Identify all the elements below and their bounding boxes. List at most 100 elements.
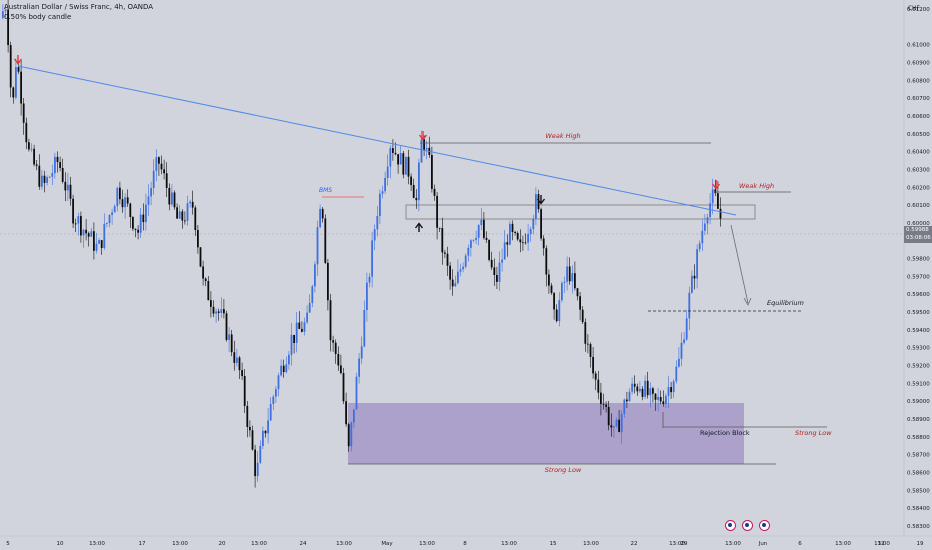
candle-body — [95, 243, 98, 251]
price-tick-label: 0.59500 — [907, 310, 930, 316]
currency-label: CHF — [907, 5, 920, 12]
candle-body — [54, 156, 56, 174]
candle-body — [644, 380, 646, 397]
price-tick-label: 0.61000 — [907, 43, 930, 49]
candle-body — [696, 249, 698, 279]
price-tick-label: 0.61200 — [907, 7, 930, 13]
candle-body — [415, 197, 418, 201]
candle-body — [249, 426, 251, 431]
candle-body — [43, 175, 46, 183]
candle-body — [155, 157, 158, 171]
candle-body — [51, 173, 54, 177]
candle-body — [254, 449, 256, 477]
candle-body — [25, 122, 28, 143]
candle-body — [324, 218, 327, 263]
candle-body — [574, 273, 576, 289]
candle-body — [373, 229, 376, 241]
candle-body — [121, 199, 124, 208]
candle-body — [483, 219, 485, 238]
candle-body — [649, 388, 652, 396]
candle-body — [332, 340, 334, 343]
candle-body — [202, 266, 204, 279]
candle-body — [163, 169, 165, 174]
candle-body — [405, 156, 407, 175]
candle-body — [633, 383, 636, 387]
candle-body — [347, 424, 350, 447]
candle-body — [680, 342, 683, 359]
candle-body — [267, 420, 269, 434]
candle-body — [524, 242, 527, 244]
candle-body — [576, 288, 579, 297]
candle-body — [228, 334, 230, 340]
candle-body — [288, 354, 290, 365]
candles — [2, 0, 722, 488]
economic-event-flag-icon[interactable] — [759, 520, 770, 531]
price-axis[interactable]: 0.61200 0.61000 0.60900 0.60800 0.60700 0.606… — [907, 7, 930, 530]
price-tick-label: 0.58800 — [907, 435, 930, 441]
candle-body — [610, 425, 613, 428]
candle-body — [535, 194, 537, 219]
time-tick-label: 10 — [57, 541, 64, 547]
resistance-box — [405, 204, 756, 220]
candle-body — [137, 229, 139, 233]
time-axis[interactable]: 5 10 13:00 17 13:00 20 13:00 24 13:00 May 13:00 8 13… — [6, 541, 924, 547]
candle-body — [165, 173, 168, 188]
candle-body — [433, 188, 436, 196]
candle-body — [607, 406, 610, 426]
price-tick-label: 0.60700 — [907, 96, 930, 102]
candle-body — [402, 153, 405, 175]
candle-body — [129, 203, 132, 218]
candle-body — [706, 217, 709, 224]
time-tick-label: 13:00 — [251, 541, 267, 547]
candle-body — [132, 217, 134, 229]
time-tick-label: 13:00 — [835, 541, 851, 547]
candle-body — [548, 274, 550, 286]
candle-body — [579, 296, 581, 310]
candle-body — [87, 233, 90, 237]
candle-body — [670, 387, 672, 393]
candle-body — [701, 230, 704, 244]
time-tick-label: 5 — [6, 541, 10, 547]
candle-body — [316, 227, 319, 265]
candle-body — [462, 266, 464, 270]
candle-body — [350, 422, 353, 447]
economic-event-flag-icon[interactable] — [725, 520, 736, 531]
candle-body — [212, 306, 215, 314]
candle-body — [353, 409, 355, 423]
candle-body — [472, 239, 475, 241]
time-tick-label: May — [381, 541, 393, 547]
candle-body — [61, 168, 64, 182]
candle-body — [379, 193, 381, 216]
candle-body — [477, 225, 480, 238]
price-tick-label: 0.60800 — [907, 78, 930, 84]
candle-body — [503, 242, 506, 260]
candle-body — [126, 197, 129, 204]
candle-body — [639, 388, 641, 392]
projection-arrowhead — [743, 297, 752, 306]
candle-body — [171, 192, 173, 205]
candle-body — [207, 281, 210, 301]
candle-body — [693, 275, 696, 279]
economic-event-flag-icon[interactable] — [742, 520, 753, 531]
time-tick-label: 13:00 — [501, 541, 517, 547]
candle-body — [683, 339, 685, 343]
price-tick-label: 0.59800 — [907, 257, 930, 263]
candle-body — [498, 262, 501, 282]
candle-body — [594, 373, 597, 380]
candle-body — [311, 286, 314, 304]
candle-body — [199, 247, 202, 267]
price-tick-label: 0.60200 — [907, 185, 930, 191]
candle-body — [191, 201, 194, 208]
candle-body — [717, 193, 719, 209]
price-tick-label: 0.58500 — [907, 488, 930, 494]
candle-body — [178, 211, 181, 219]
equilibrium-label: Equilibrium — [767, 299, 804, 307]
time-tick-label: 6 — [798, 541, 802, 547]
price-tick-label: 0.58900 — [907, 417, 930, 423]
candle-body — [436, 195, 438, 228]
candle-body — [480, 219, 483, 226]
candle-body — [4, 9, 7, 12]
candle-body — [33, 148, 35, 165]
candle-body — [475, 237, 477, 240]
